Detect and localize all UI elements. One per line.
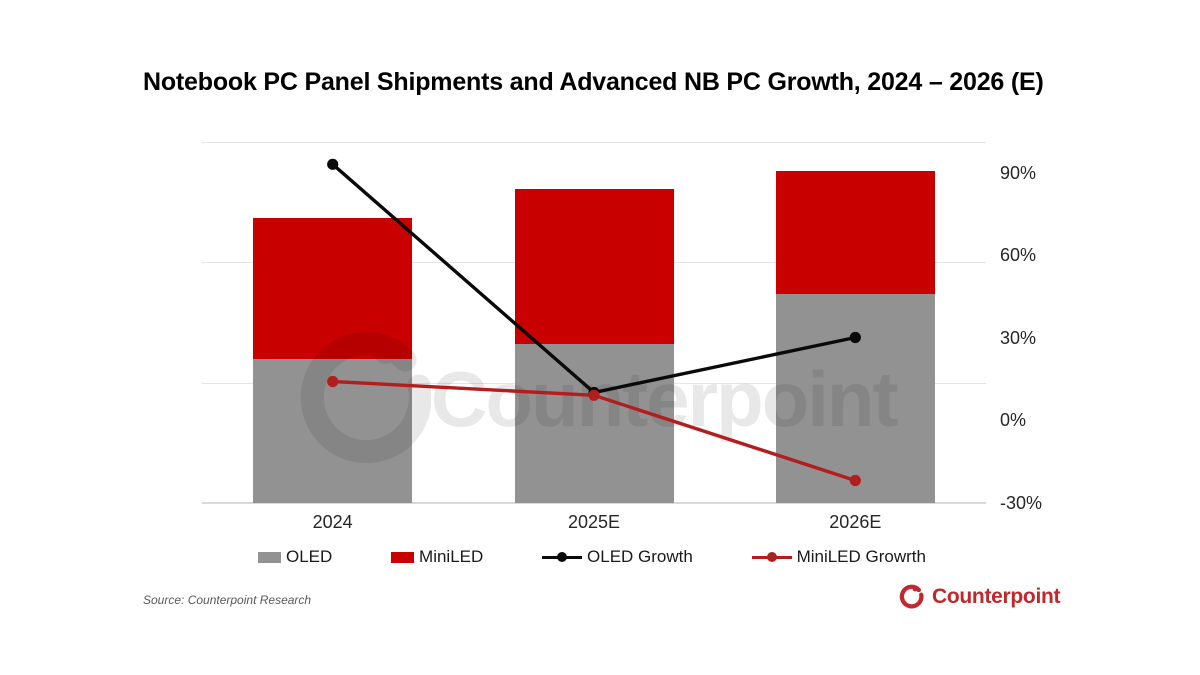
data-point (849, 474, 861, 487)
legend-item-oled: OLED (258, 547, 332, 567)
bar-segment-miniled (514, 189, 674, 345)
counterpoint-logo-text: Counterpoint (932, 585, 1061, 608)
legend: OLED MiniLED OLED Growth MiniLED Growrth (258, 546, 926, 568)
x-axis-label: 2024 (312, 512, 353, 532)
bar-segment-oled (775, 293, 935, 503)
counterpoint-logo: Counterpoint (898, 584, 1061, 610)
right-axis-tick: -30% (1000, 492, 1043, 513)
data-point (588, 389, 600, 401)
legend-bar-swatch-icon (258, 551, 281, 563)
counterpoint-logo-icon (899, 584, 924, 609)
x-axis-line (202, 502, 986, 504)
bar-segment-oled (514, 344, 674, 503)
data-point (327, 375, 339, 388)
right-axis-tick: 90% (1000, 162, 1037, 183)
legend-bar-swatch-icon (391, 551, 415, 563)
legend-label: MiniLED Growrth (796, 547, 926, 566)
legend-label: MiniLED (419, 547, 484, 566)
right-axis-tick: 30% (1000, 327, 1037, 348)
right-axis-tick: 0% (1000, 410, 1027, 430)
x-axis-label: 2026E (829, 512, 882, 532)
legend-dot-icon (766, 552, 777, 562)
bar-segment-miniled (775, 170, 935, 294)
data-point (849, 331, 861, 344)
gridline (202, 142, 986, 143)
legend-line-marker-icon (542, 551, 583, 563)
data-point (327, 158, 339, 170)
chart-title: Notebook PC Panel Shipments and Advanced… (143, 68, 1044, 96)
legend-line-marker-icon (751, 551, 792, 563)
plot-area: Counterpoint (202, 142, 986, 504)
legend-item-miniled: MiniLED (391, 547, 483, 567)
lines-layer (327, 158, 861, 487)
line-oled-growth (331, 163, 856, 395)
legend-item-miniled-growrth: MiniLED Growrth (751, 547, 926, 567)
legend-label: OLED Growth (587, 547, 693, 566)
legend-dot-icon (557, 552, 568, 562)
legend-item-oled-growth: OLED Growth (542, 547, 693, 567)
x-axis-label: 2025E (567, 512, 621, 532)
right-axis-tick: 60% (1000, 245, 1037, 265)
legend-label: OLED (286, 547, 333, 566)
source-note: Source: Counterpoint Research (143, 593, 312, 607)
